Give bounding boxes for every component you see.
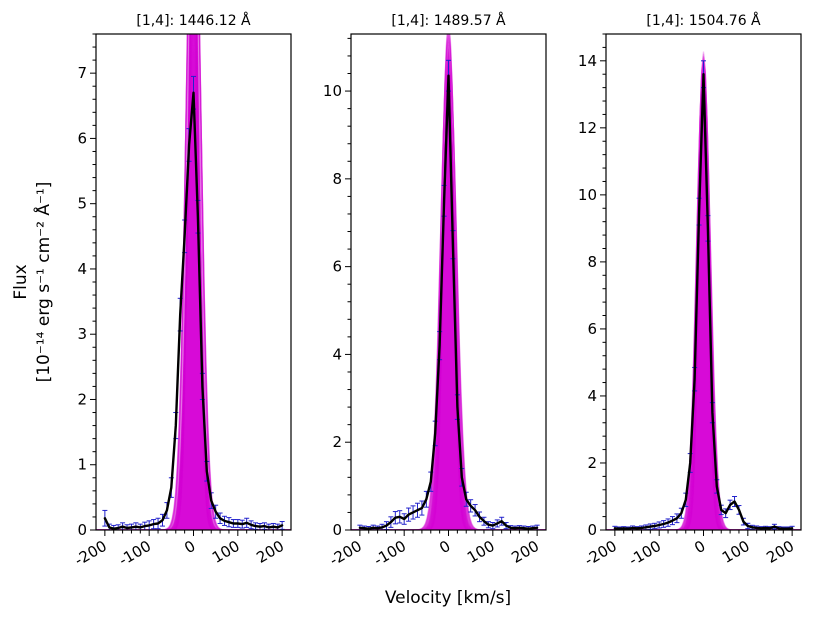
panel-2-model-band xyxy=(351,34,546,530)
svg-text:-200: -200 xyxy=(326,537,364,570)
panel-2-ticks xyxy=(345,37,538,536)
svg-text:4: 4 xyxy=(332,345,342,363)
svg-text:2: 2 xyxy=(587,454,597,472)
svg-text:0: 0 xyxy=(332,521,342,539)
svg-text:14: 14 xyxy=(578,52,597,70)
panel-1-ticks xyxy=(90,33,283,536)
panel-3-ticks xyxy=(600,33,793,536)
svg-text:0: 0 xyxy=(77,521,87,539)
svg-text:2: 2 xyxy=(77,390,87,408)
panel-3-data-line xyxy=(613,72,794,530)
svg-text:2: 2 xyxy=(332,433,342,451)
svg-text:10: 10 xyxy=(578,186,597,204)
svg-text:100: 100 xyxy=(719,537,753,567)
panel-1-title: [1,4]: 1446.12 Å xyxy=(136,13,251,29)
svg-text:8: 8 xyxy=(332,170,342,188)
svg-text:-100: -100 xyxy=(116,537,154,570)
panel-2-data-line xyxy=(358,74,539,530)
svg-text:4: 4 xyxy=(587,387,597,405)
svg-text:-100: -100 xyxy=(626,537,664,570)
svg-text:1: 1 xyxy=(77,456,87,474)
panel-1-data-line xyxy=(103,91,284,530)
svg-text:7: 7 xyxy=(77,64,87,82)
svg-text:-200: -200 xyxy=(71,537,109,570)
svg-text:6: 6 xyxy=(332,258,342,276)
svg-text:100: 100 xyxy=(209,537,243,567)
x-axis-label: Velocity [km/s] xyxy=(384,588,512,608)
svg-text:8: 8 xyxy=(587,253,597,271)
svg-text:0: 0 xyxy=(691,537,708,557)
svg-text:5: 5 xyxy=(77,195,87,213)
panel-3-title: [1,4]: 1504.76 Å xyxy=(646,13,761,29)
svg-text:0: 0 xyxy=(181,537,198,557)
svg-text:0: 0 xyxy=(587,521,597,539)
svg-text:100: 100 xyxy=(464,537,498,567)
svg-text:-100: -100 xyxy=(371,537,409,570)
svg-text:10: 10 xyxy=(323,82,342,100)
svg-text:0: 0 xyxy=(436,537,453,557)
panel-2-title: [1,4]: 1489.57 Å xyxy=(391,13,506,29)
svg-text:200: 200 xyxy=(508,537,542,567)
svg-text:200: 200 xyxy=(253,537,287,567)
svg-text:12: 12 xyxy=(578,119,597,137)
svg-text:6: 6 xyxy=(77,129,87,147)
svg-text:4: 4 xyxy=(77,260,87,278)
panel-3-model-band xyxy=(606,51,801,530)
panel-1-model-band xyxy=(96,34,291,530)
svg-text:200: 200 xyxy=(763,537,797,567)
svg-text:3: 3 xyxy=(77,325,87,343)
svg-text:-200: -200 xyxy=(581,537,619,570)
svg-text:6: 6 xyxy=(587,320,597,338)
